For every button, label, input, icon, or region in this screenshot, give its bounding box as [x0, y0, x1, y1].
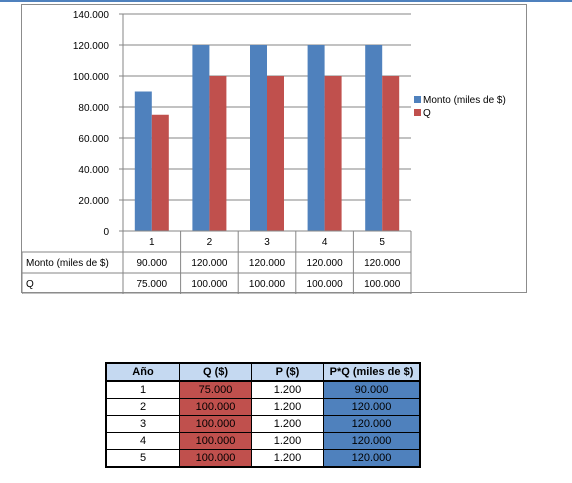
bar-chart: 0 20.000 40.000 60.000 80.000 100.000 120.000 1…	[22, 10, 506, 294]
header-pq: P*Q (miles de $)	[323, 362, 421, 382]
bar-q	[209, 76, 227, 231]
cell-year: 2	[105, 398, 180, 416]
header-p: P ($)	[251, 362, 324, 382]
x-tick-label: 1	[149, 237, 155, 248]
x-tick-label: 3	[264, 237, 270, 248]
chart-area[interactable]: 0 20.000 40.000 60.000 80.000 100.000 120.000 1…	[21, 4, 527, 294]
y-tick-label: 120.000	[73, 41, 110, 52]
table-row: 5 100.000 1.200 120.000	[105, 449, 421, 468]
data-table-value: 100.000	[307, 279, 344, 290]
data-table-value: 75.000	[137, 279, 168, 290]
cell-pq: 120.000	[323, 432, 421, 450]
legend-label: Q	[423, 108, 431, 119]
legend-swatch	[414, 96, 421, 103]
cell-p: 1.200	[251, 415, 324, 433]
table-row: 2 100.000 1.200 120.000	[105, 398, 421, 416]
data-table-value: 120.000	[364, 258, 401, 269]
cell-q: 75.000	[179, 380, 252, 399]
cell-q: 100.000	[179, 432, 252, 450]
y-tick-label: 0	[103, 227, 109, 238]
cell-year: 5	[105, 449, 180, 468]
data-table-value: 100.000	[364, 279, 401, 290]
data-table-value: 90.000	[137, 258, 168, 269]
x-tick-label: 2	[207, 237, 213, 248]
data-table-value: 120.000	[249, 258, 286, 269]
cell-p: 1.200	[251, 380, 324, 399]
table-row: 4 100.000 1.200 120.000	[105, 432, 421, 450]
bar-monto	[192, 45, 210, 231]
data-table-value: 100.000	[249, 279, 286, 290]
y-tick-label: 40.000	[78, 165, 109, 176]
bar-q	[151, 114, 169, 231]
table-row: 3 100.000 1.200 120.000	[105, 415, 421, 433]
data-table-value: 120.000	[191, 258, 228, 269]
table-header-row: Año Q ($) P ($) P*Q (miles de $)	[105, 362, 421, 382]
cell-year: 1	[105, 380, 180, 399]
header-q: Q ($)	[179, 362, 252, 382]
cell-p: 1.200	[251, 432, 324, 450]
bar-q	[382, 76, 400, 231]
x-tick-label: 4	[322, 237, 328, 248]
y-tick-label: 60.000	[78, 134, 109, 145]
data-table: Año Q ($) P ($) P*Q (miles de $) 1 75.00…	[105, 362, 421, 468]
bar-q	[267, 76, 284, 231]
data-table-value: 100.000	[191, 279, 228, 290]
cell-pq: 90.000	[323, 380, 421, 399]
cell-pq: 120.000	[323, 449, 421, 468]
cell-year: 4	[105, 432, 180, 450]
x-tick-label: 5	[379, 237, 385, 248]
bar-monto	[134, 91, 152, 231]
cell-pq: 120.000	[323, 398, 421, 416]
table-row: 1 75.000 1.200 90.000	[105, 380, 421, 399]
bar-q	[324, 76, 342, 231]
y-tick-label: 140.000	[73, 10, 110, 21]
data-table-row-label: Monto (miles de $)	[26, 258, 109, 269]
y-tick-label: 100.000	[73, 72, 110, 83]
bar-monto	[365, 45, 383, 231]
cell-q: 100.000	[179, 398, 252, 416]
y-tick-label: 80.000	[78, 103, 109, 114]
y-tick-label: 20.000	[78, 196, 109, 207]
legend-label: Monto (miles de $)	[423, 95, 506, 106]
cell-q: 100.000	[179, 415, 252, 433]
data-table-row-label: Q	[26, 279, 34, 290]
bar-monto	[307, 45, 325, 231]
header-year: Año	[105, 362, 180, 382]
data-table-value: 120.000	[307, 258, 344, 269]
bar-monto	[250, 45, 267, 231]
cell-year: 3	[105, 415, 180, 433]
cell-p: 1.200	[251, 398, 324, 416]
top-accent-line	[0, 0, 572, 2]
cell-q: 100.000	[179, 449, 252, 468]
cell-pq: 120.000	[323, 415, 421, 433]
legend-swatch	[414, 109, 421, 116]
cell-p: 1.200	[251, 449, 324, 468]
